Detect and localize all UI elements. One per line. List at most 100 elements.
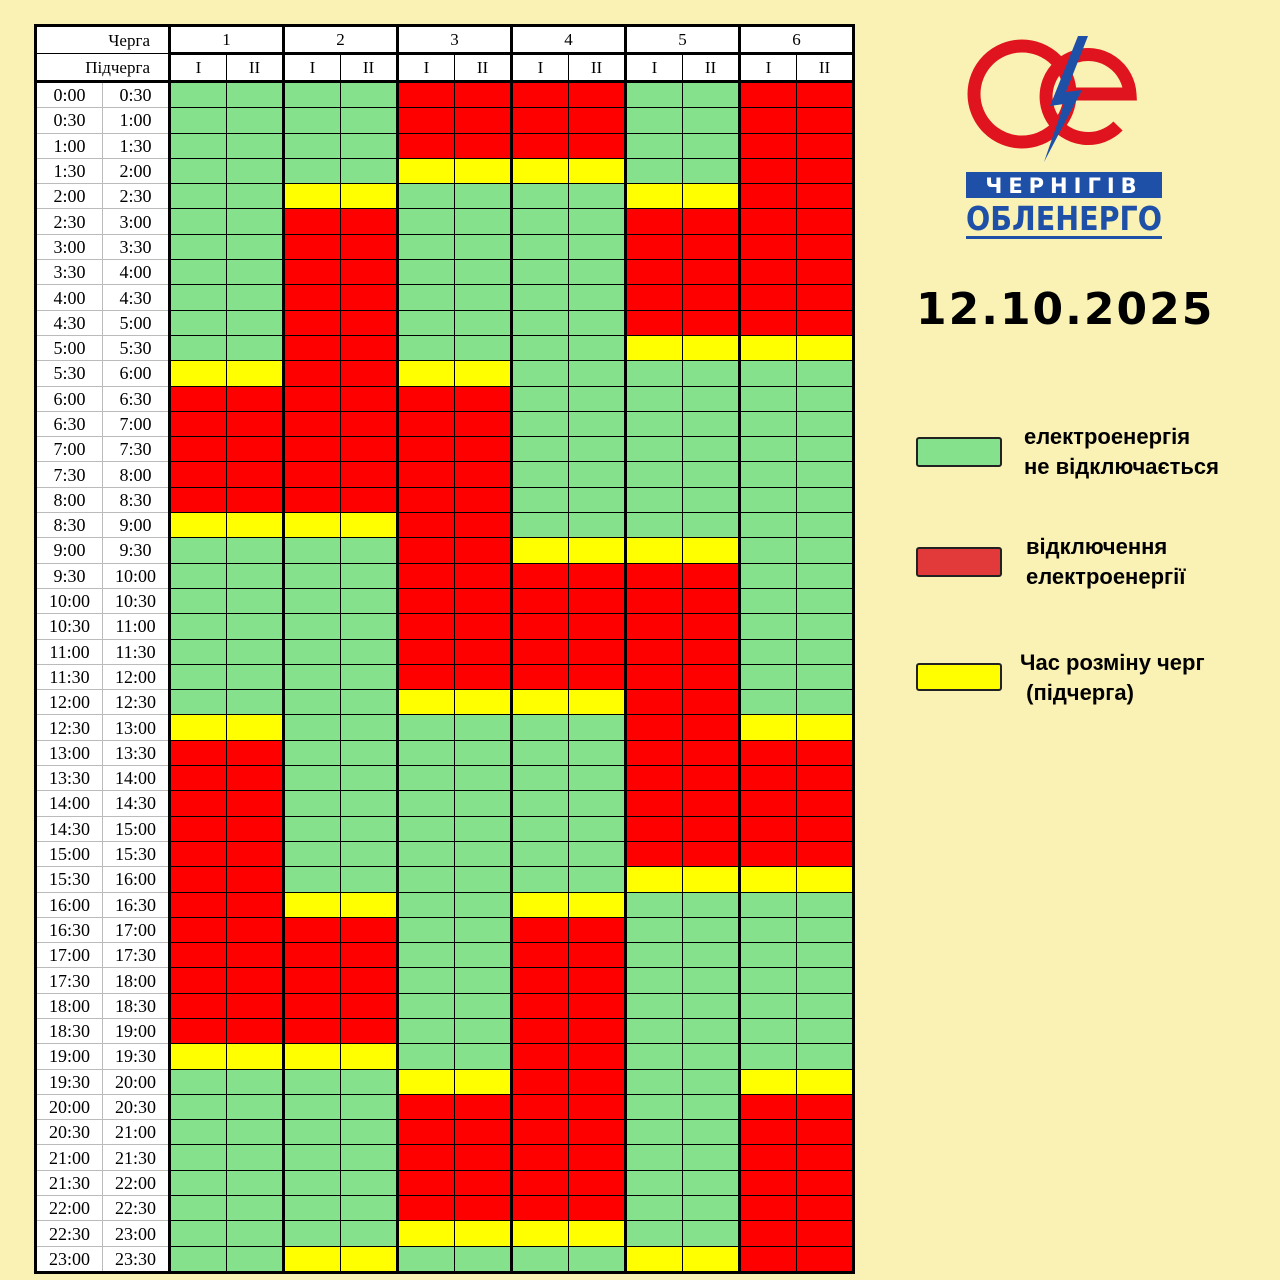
time-from: 4:30 xyxy=(35,309,103,336)
status-cell-q5-II xyxy=(682,410,740,438)
status-cell-q1-II xyxy=(226,790,284,817)
status-cell-q5-I xyxy=(624,436,683,463)
status-cell-q4-II xyxy=(568,689,626,716)
time-from: 18:00 xyxy=(35,992,103,1019)
time-to: 18:00 xyxy=(102,967,171,994)
status-cell-q4-II xyxy=(568,663,626,691)
status-cell-q3-II xyxy=(454,1119,512,1146)
status-cell-q3-I xyxy=(396,309,455,336)
status-cell-q6-I xyxy=(738,360,797,387)
schedule-row: 19:00 19:30 xyxy=(35,1043,854,1070)
status-cell-q3-I xyxy=(396,942,455,969)
status-cell-q2-II xyxy=(340,562,398,589)
status-cell-q4-I xyxy=(510,1068,569,1095)
status-cell-q1-I xyxy=(168,334,227,362)
queue-header: 3 xyxy=(396,25,512,55)
status-cell-q1-I xyxy=(168,284,227,311)
status-cell-q3-I xyxy=(396,107,455,134)
status-cell-q4-I xyxy=(510,967,569,994)
status-cell-q6-I xyxy=(738,183,797,210)
status-cell-q5-II xyxy=(682,107,740,134)
status-cell-q4-I xyxy=(510,436,569,463)
status-cell-q5-I xyxy=(624,916,683,944)
status-cell-q2-I xyxy=(282,714,341,741)
status-cell-q5-II xyxy=(682,1220,740,1247)
schedule-row: 12:00 12:30 xyxy=(35,689,854,716)
status-cell-q6-II xyxy=(796,663,854,691)
status-cell-q4-II xyxy=(568,360,626,387)
status-cell-q3-II xyxy=(454,1195,512,1222)
status-cell-q3-I xyxy=(396,1017,455,1045)
schedule-row: 17:00 17:30 xyxy=(35,942,854,969)
schedule-row: 1:00 1:30 xyxy=(35,132,854,159)
status-cell-q6-II xyxy=(796,284,854,311)
status-cell-q5-I xyxy=(624,613,683,640)
status-cell-q5-I xyxy=(624,208,683,235)
status-cell-q4-II xyxy=(568,992,626,1019)
status-cell-q1-II xyxy=(226,916,284,944)
time-from: 11:00 xyxy=(35,638,103,665)
status-cell-q6-II xyxy=(796,512,854,539)
status-cell-q3-II xyxy=(454,942,512,969)
status-cell-q3-I xyxy=(396,967,455,994)
status-cell-q2-II xyxy=(340,1119,398,1146)
queue-header: 1 xyxy=(168,25,284,55)
status-cell-q1-I xyxy=(168,714,227,741)
status-cell-q5-II xyxy=(682,1245,740,1273)
status-cell-q1-I xyxy=(168,613,227,640)
status-cell-q3-II xyxy=(454,613,512,640)
status-cell-q6-II xyxy=(796,486,854,514)
status-cell-q5-I xyxy=(624,486,683,514)
status-cell-q3-II xyxy=(454,663,512,691)
status-cell-q4-II xyxy=(568,1043,626,1070)
time-to: 5:00 xyxy=(102,309,171,336)
status-cell-q6-II xyxy=(796,537,854,564)
schedule-row: 3:30 4:00 xyxy=(35,259,854,286)
schedule-row: 12:30 13:00 xyxy=(35,714,854,741)
status-cell-q2-II xyxy=(340,587,398,615)
time-from: 13:00 xyxy=(35,739,103,767)
subqueue-header: I xyxy=(738,53,797,83)
status-cell-q1-I xyxy=(168,1043,227,1070)
status-cell-q6-II xyxy=(796,942,854,969)
status-cell-q6-I xyxy=(738,765,797,792)
status-cell-q6-I xyxy=(738,1245,797,1273)
status-cell-q1-II xyxy=(226,1245,284,1273)
time-to: 19:00 xyxy=(102,1017,171,1045)
status-cell-q6-I xyxy=(738,689,797,716)
status-cell-q1-I xyxy=(168,132,227,159)
time-to: 10:30 xyxy=(102,587,171,615)
status-cell-q4-I xyxy=(510,284,569,311)
status-cell-q2-II xyxy=(340,739,398,767)
status-cell-q4-II xyxy=(568,1093,626,1121)
status-cell-q3-I xyxy=(396,714,455,741)
status-cell-q5-I xyxy=(624,410,683,438)
schedule-row: 10:30 11:00 xyxy=(35,613,854,640)
status-cell-q2-II xyxy=(340,765,398,792)
status-cell-q4-II xyxy=(568,183,626,210)
queue-header: 5 xyxy=(624,25,740,55)
status-cell-q4-I xyxy=(510,360,569,387)
time-to: 15:30 xyxy=(102,840,171,868)
status-cell-q5-II xyxy=(682,689,740,716)
status-cell-q1-I xyxy=(168,309,227,336)
status-cell-q2-II xyxy=(340,714,398,741)
time-to: 18:30 xyxy=(102,992,171,1019)
status-cell-q5-I xyxy=(624,967,683,994)
status-cell-q1-I xyxy=(168,992,227,1019)
status-cell-q4-I xyxy=(510,1043,569,1070)
status-cell-q3-II xyxy=(454,1017,512,1045)
schedule-row: 9:00 9:30 xyxy=(35,537,854,564)
status-cell-q4-I xyxy=(510,562,569,589)
legend-label: електроенергія xyxy=(1024,424,1191,449)
status-cell-q4-I xyxy=(510,233,569,261)
status-cell-q1-II xyxy=(226,562,284,589)
status-cell-q4-I xyxy=(510,689,569,716)
status-cell-q5-II xyxy=(682,866,740,893)
status-cell-q4-II xyxy=(568,714,626,741)
status-cell-q5-I xyxy=(624,537,683,564)
status-cell-q4-I xyxy=(510,942,569,969)
status-cell-q5-II xyxy=(682,284,740,311)
status-cell-q2-II xyxy=(340,157,398,185)
status-cell-q2-I xyxy=(282,385,341,412)
